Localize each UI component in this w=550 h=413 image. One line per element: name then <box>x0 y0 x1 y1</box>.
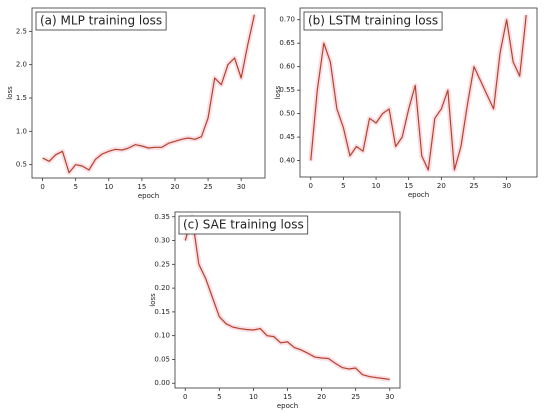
y-tick-label: 2.0 <box>16 61 27 69</box>
x-tick-label: 10 <box>104 183 113 191</box>
y-tick-label: 0.15 <box>154 308 170 316</box>
y-tick-label: 0.10 <box>154 332 170 340</box>
y-tick-label: 1.0 <box>16 127 27 135</box>
y-tick-label: 0.70 <box>279 16 295 24</box>
x-tick-label: 0 <box>309 182 313 190</box>
y-axis-label: loss <box>149 293 157 307</box>
x-tick-label: 30 <box>385 393 394 401</box>
x-tick-label: 25 <box>351 393 360 401</box>
title-box <box>35 11 167 31</box>
y-tick-label: 0.35 <box>154 213 170 221</box>
plot-area <box>31 7 266 179</box>
x-tick-label: 0 <box>40 183 44 191</box>
x-tick-label: 20 <box>171 183 180 191</box>
x-tick-label: 30 <box>502 182 511 190</box>
x-tick-label: 5 <box>341 182 345 190</box>
x-tick-label: 20 <box>437 182 446 190</box>
title-box <box>303 11 443 31</box>
x-tick-label: 15 <box>137 183 146 191</box>
x-tick-label: 10 <box>249 393 258 401</box>
line <box>42 14 255 174</box>
x-tick-label: 0 <box>183 393 187 401</box>
x-tick-label: 15 <box>283 393 292 401</box>
x-axis-label: epoch <box>277 402 298 410</box>
y-axis-label: loss <box>274 85 282 99</box>
x-tick-label: 25 <box>470 182 479 190</box>
x-tick-label: 5 <box>217 393 221 401</box>
y-tick-label: 0.05 <box>154 355 170 363</box>
chart-title: (c) SAE training loss <box>183 218 304 232</box>
y-tick-label: 0.65 <box>279 39 295 47</box>
y-tick-label: 0.45 <box>279 133 295 141</box>
x-axis-label: epoch <box>138 192 159 200</box>
y-tick-label: 2.5 <box>16 27 27 35</box>
x-tick-label: 15 <box>404 182 413 190</box>
y-tick-label: 0.00 <box>154 379 170 387</box>
y-tick-label: 0.55 <box>279 86 295 94</box>
chart-title: (b) LSTM training loss <box>308 14 438 28</box>
x-tick-label: 10 <box>372 182 381 190</box>
y-tick-label: 0.40 <box>279 157 295 165</box>
y-tick-label: 1.5 <box>16 94 27 102</box>
title-box <box>178 215 309 235</box>
line <box>184 216 390 381</box>
y-tick-label: 0.30 <box>154 237 170 245</box>
plot-area <box>174 211 401 389</box>
y-tick-label: 0.60 <box>279 63 295 71</box>
x-tick-label: 30 <box>237 183 246 191</box>
x-tick-label: 5 <box>73 183 77 191</box>
y-tick-label: 0.50 <box>279 110 295 118</box>
y-tick-label: 0.25 <box>154 260 170 268</box>
y-axis-label: loss <box>6 86 14 100</box>
y-tick-label: 0.20 <box>154 284 170 292</box>
x-tick-label: 20 <box>317 393 326 401</box>
chart-title: (a) MLP training loss <box>40 14 162 28</box>
x-axis-label: epoch <box>408 191 429 199</box>
x-tick-label: 25 <box>204 183 213 191</box>
line <box>310 14 527 171</box>
y-tick-label: 0.5 <box>16 161 27 169</box>
